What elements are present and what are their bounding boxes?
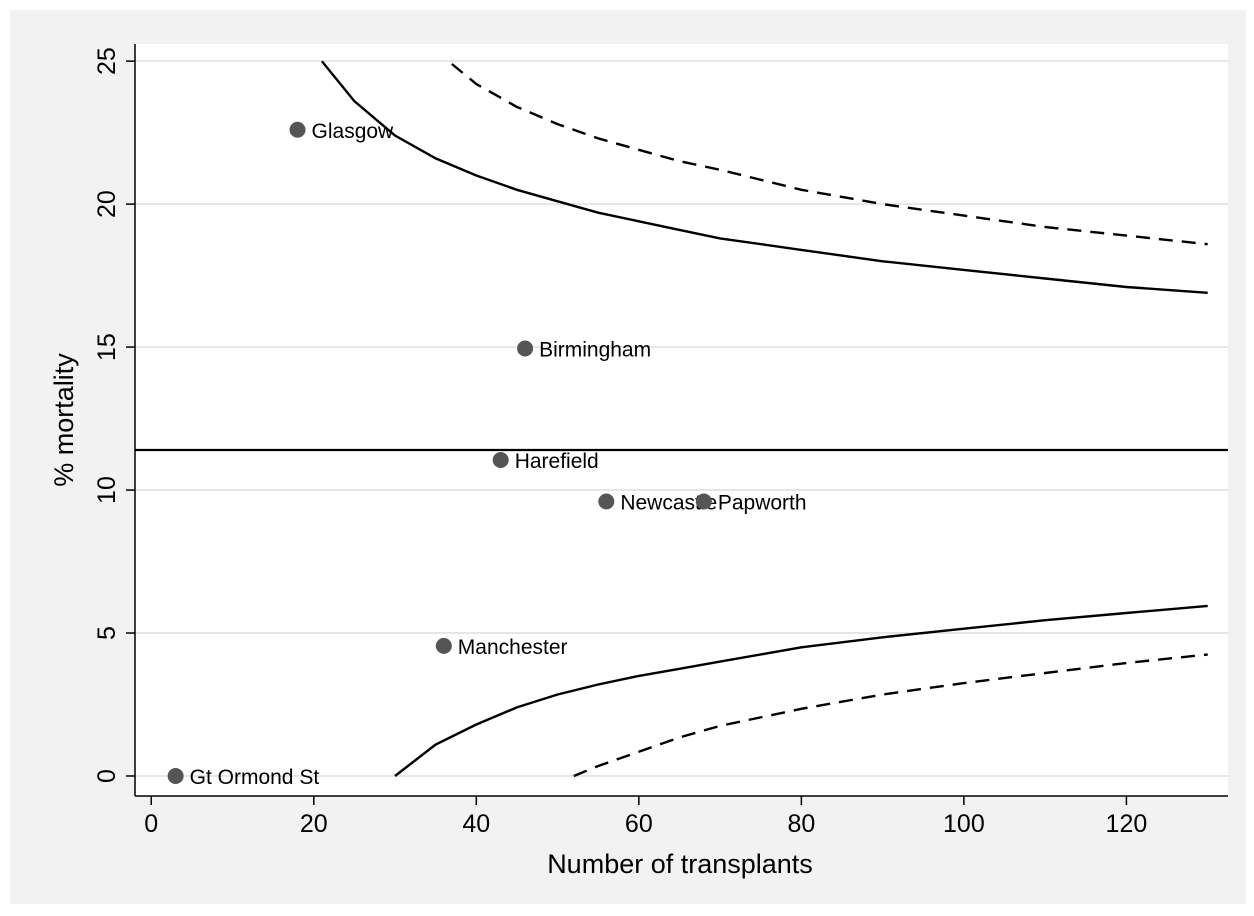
upper-solid-control-limit (320, 60, 1208, 294)
point-manchester (435, 637, 452, 654)
y-tick-label: 5 (93, 626, 121, 640)
x-tick-label: 120 (1106, 810, 1148, 838)
y-tick-label: 15 (93, 333, 121, 361)
point-label-newcastle: Newcastle (620, 491, 717, 514)
control-limit-lines (135, 60, 1228, 778)
x-axis-title: Number of transplants (547, 849, 813, 879)
lower-solid-control-limit (394, 604, 1208, 777)
point-label-gt-ormond-st: Gt Ormond St (190, 766, 320, 789)
point-label-manchester: Manchester (458, 636, 568, 659)
grid-lines (135, 60, 1228, 777)
x-tick-label: 0 (144, 810, 158, 838)
point-gt-ormond-st (167, 767, 184, 784)
point-birmingham (517, 340, 534, 357)
axes: 0 5 10 15 20 25 0 20 40 60 80 100 120 (93, 44, 1228, 838)
x-tick-label: 60 (625, 810, 653, 838)
point-newcastle (598, 493, 615, 510)
y-axis-title: % mortality (49, 353, 79, 487)
plot-area (135, 44, 1228, 796)
x-tick-label: 100 (943, 810, 985, 838)
x-tick-label: 40 (462, 810, 490, 838)
point-harefield (492, 452, 509, 469)
y-tick-label: 25 (93, 47, 121, 75)
y-tick-label: 10 (93, 476, 121, 504)
x-tick-label: 80 (787, 810, 815, 838)
point-label-harefield: Harefield (515, 450, 599, 473)
y-tick-label: 20 (93, 190, 121, 218)
point-label-glasgow: Glasgow (312, 120, 395, 143)
upper-dashed-control-limit (451, 63, 1208, 246)
x-tick-label: 20 (300, 810, 328, 838)
point-label-papworth: Papworth (718, 491, 807, 514)
y-tick-label: 0 (93, 769, 121, 783)
lower-dashed-control-limit (573, 653, 1208, 778)
data-points: Glasgow Birmingham Harefield Newcastle Papwo… (167, 120, 807, 789)
point-glasgow (289, 121, 306, 138)
point-papworth (695, 493, 712, 510)
point-label-birmingham: Birmingham (539, 339, 651, 362)
